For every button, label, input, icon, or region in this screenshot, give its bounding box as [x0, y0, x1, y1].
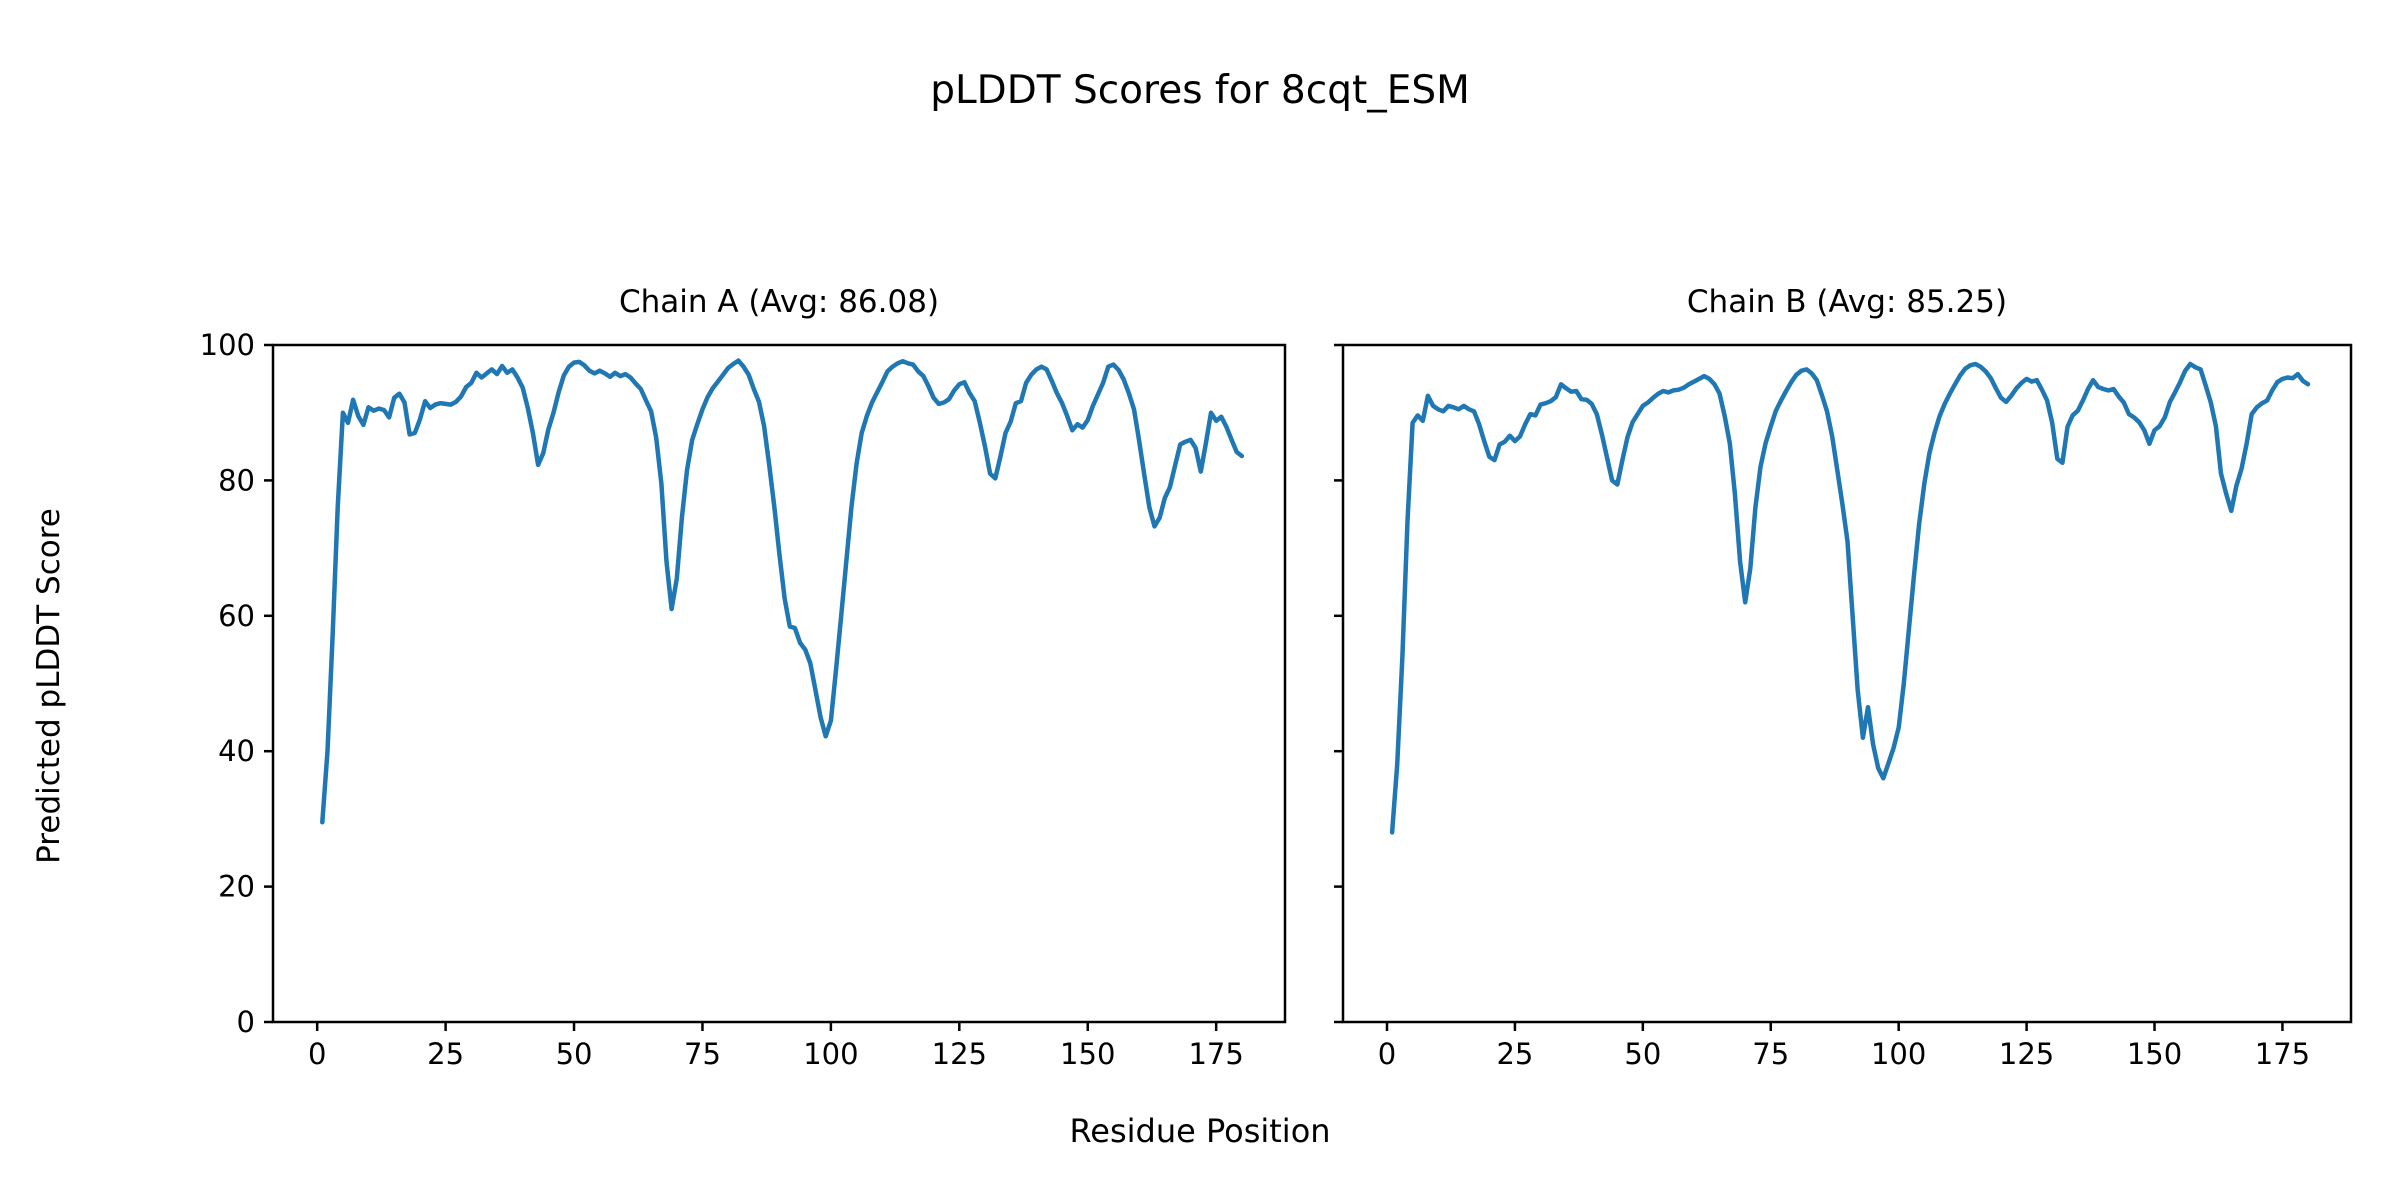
x-tick-label: 150	[2127, 1037, 2182, 1071]
plot-spines	[1341, 343, 2353, 1024]
x-tick-label: 175	[2255, 1037, 2310, 1071]
y-tick-label: 100	[200, 328, 255, 362]
figure-title: pLDDT Scores for 8cqt_ESM	[930, 68, 1470, 113]
x-tick-label: 0	[308, 1037, 326, 1071]
subplot-title-chain-a: Chain A (Avg: 86.08)	[618, 284, 940, 320]
x-tick-label: 25	[1496, 1037, 1533, 1071]
plddt-line	[1389, 361, 2311, 835]
x-axis-label: Residue Position	[1069, 1112, 1331, 1150]
x-tick-label: 150	[1060, 1037, 1115, 1071]
plddt-line	[320, 358, 1245, 825]
x-tick-label: 100	[803, 1037, 858, 1071]
x-tick-label: 50	[556, 1037, 593, 1071]
x-tick-label: 0	[1378, 1037, 1396, 1071]
y-tick-label: 80	[218, 463, 255, 497]
y-axis-label: Predicted pLDDT Score	[31, 508, 67, 864]
subplot-title-chain-b: Chain B (Avg: 85.25)	[1686, 284, 2008, 320]
y-tick-label: 0	[237, 1005, 255, 1039]
x-tick-label: 75	[684, 1037, 721, 1071]
x-tick-label: 25	[427, 1037, 464, 1071]
x-tick-label: 50	[1624, 1037, 1661, 1071]
x-tick-label: 75	[1752, 1037, 1789, 1071]
subplot-chain-a: 0 25 50 75 100 125 150 175 0 20 40 60 80 100	[200, 328, 1287, 1071]
y-tick-label: 40	[218, 734, 255, 768]
subplot-chain-b: 0 25 50 75 100 125 150 175	[1334, 343, 2353, 1071]
x-tick-label: 175	[1188, 1037, 1243, 1071]
x-tick-label: 100	[1871, 1037, 1926, 1071]
x-tick-label: 125	[1999, 1037, 2054, 1071]
plot-spines	[271, 343, 1287, 1024]
y-tick-label: 20	[218, 870, 255, 904]
y-tick-label: 60	[218, 599, 255, 633]
x-tick-label: 125	[932, 1037, 987, 1071]
